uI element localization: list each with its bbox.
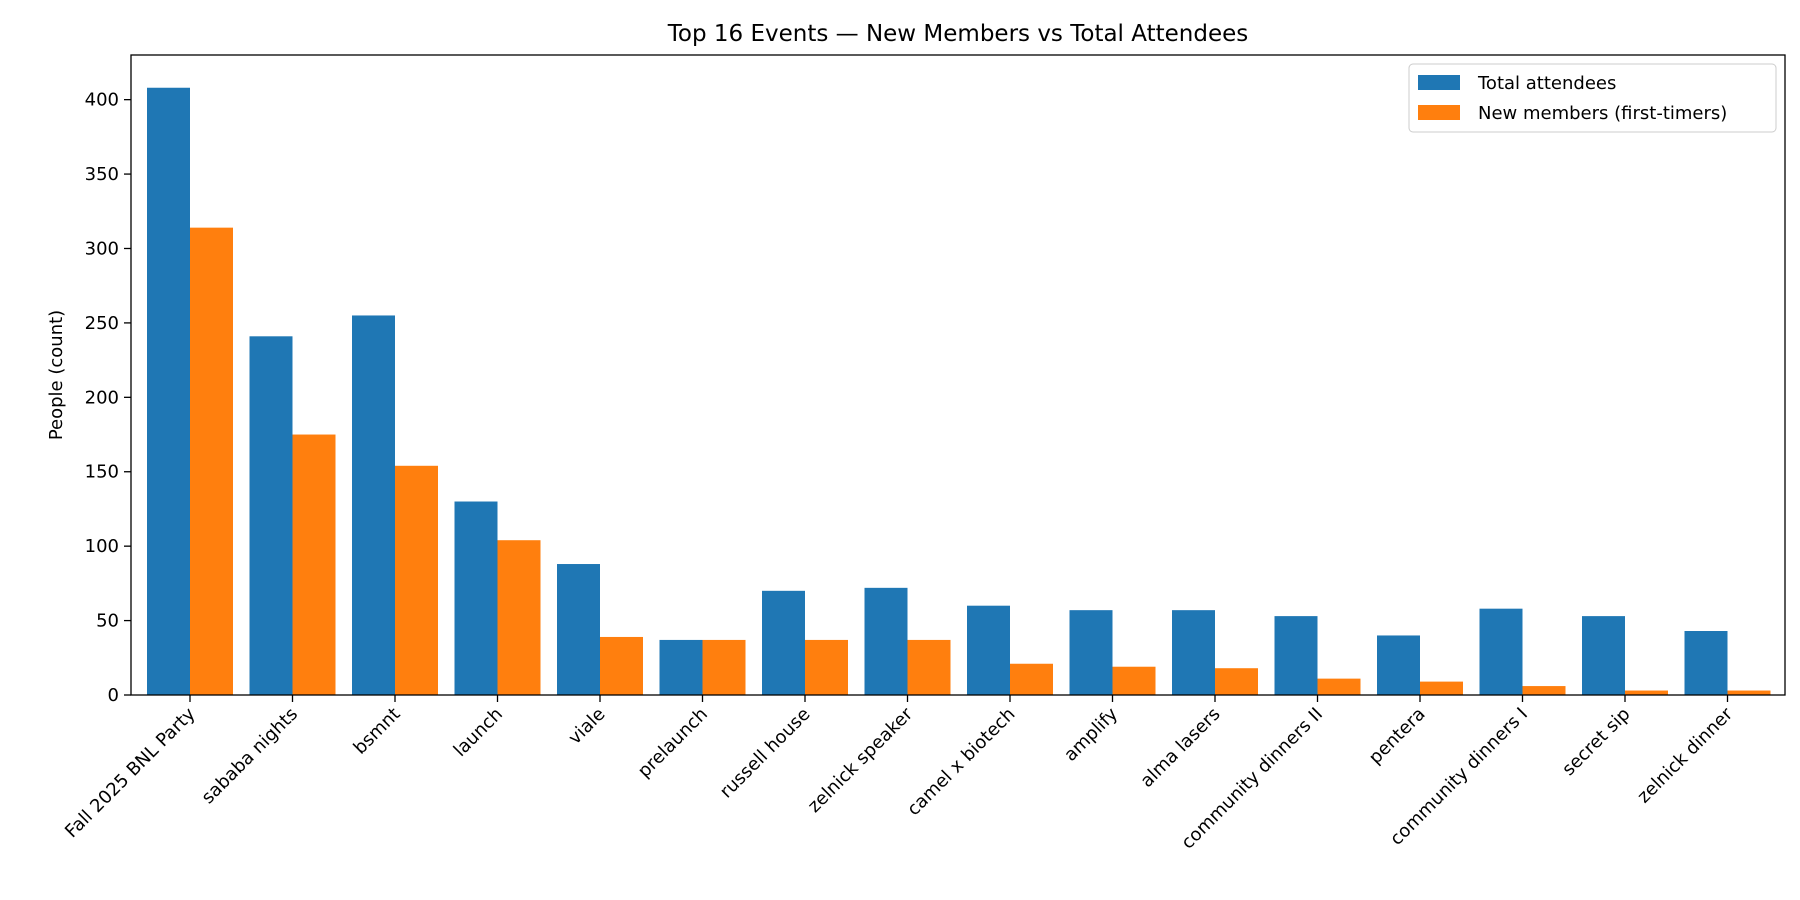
bar-new-members-first-timers-camel-x-biotech	[1010, 663, 1053, 695]
chart-title: Top 16 Events — New Members vs Total Att…	[667, 21, 1248, 47]
bar-new-members-first-timers-bsmnt	[395, 465, 438, 695]
bar-total-attendees-community-dinners-i	[1479, 608, 1523, 695]
bar-new-members-first-timers-amplify	[1112, 666, 1156, 695]
bar-new-members-first-timers-secret-sip	[1625, 690, 1668, 695]
y-tick-label-150: 150	[85, 462, 119, 483]
legend-label-total-attendees: Total attendees	[1477, 73, 1616, 94]
bar-new-members-first-timers-zelnick-speaker	[907, 639, 951, 695]
plot-frame	[130, 54, 1786, 696]
bar-total-attendees-alma-lasers	[1172, 610, 1215, 695]
bar-total-attendees-pentera	[1377, 635, 1420, 695]
legend-swatch-total-attendees	[1418, 75, 1460, 90]
legend: Total attendees New members (first-timer…	[1408, 63, 1777, 133]
bar-new-members-first-timers-pentera	[1420, 681, 1463, 695]
bar-new-members-first-timers-viale	[600, 636, 643, 695]
bar-new-members-first-timers-launch	[497, 540, 541, 695]
bar-total-attendees-fall-2025-bnl-party	[147, 87, 190, 695]
bar-new-members-first-timers-community-dinners-ii	[1317, 678, 1361, 695]
bar-new-members-first-timers-prelaunch	[702, 639, 746, 695]
bar-new-members-first-timers-community-dinners-i	[1522, 686, 1566, 695]
bar-total-attendees-amplify	[1069, 610, 1113, 695]
bar-total-attendees-zelnick-speaker	[864, 587, 908, 695]
bar-total-attendees-viale	[557, 564, 600, 695]
y-tick-label-350: 350	[85, 164, 119, 185]
y-tick-label-300: 300	[85, 238, 119, 259]
bar-total-attendees-launch	[454, 501, 498, 695]
y-axis-label: People (count)	[46, 310, 67, 440]
y-tick-label-200: 200	[85, 387, 119, 408]
bar-new-members-first-timers-russell-house	[805, 639, 848, 695]
bar-new-members-first-timers-zelnick-dinner	[1727, 690, 1771, 695]
bar-total-attendees-prelaunch	[659, 639, 703, 695]
y-tick-label-0: 0	[108, 685, 119, 706]
bar-total-attendees-russell-house	[762, 590, 805, 695]
bar-new-members-first-timers-alma-lasers	[1215, 668, 1258, 695]
y-tick-label-250: 250	[85, 313, 119, 334]
bar-new-members-first-timers-fall-2025-bnl-party	[190, 227, 233, 695]
bar-total-attendees-camel-x-biotech	[967, 605, 1010, 695]
bar-total-attendees-bsmnt	[352, 315, 395, 695]
legend-box	[1408, 63, 1777, 133]
bar-total-attendees-secret-sip	[1582, 616, 1625, 695]
bar-total-attendees-community-dinners-ii	[1274, 616, 1318, 695]
bar-total-attendees-sababa-nights	[249, 336, 293, 695]
bar-new-members-first-timers-sababa-nights	[292, 434, 336, 695]
y-tick-label-100: 100	[85, 536, 119, 557]
y-axis: 0 50 100 150 200 250 300 350 400	[85, 90, 131, 706]
bars	[147, 87, 1771, 695]
legend-swatch-new-members	[1418, 105, 1460, 120]
legend-label-new-members: New members (first-timers)	[1478, 103, 1727, 124]
y-tick-label-400: 400	[85, 90, 119, 111]
bar-total-attendees-zelnick-dinner	[1684, 631, 1728, 695]
y-tick-label-50: 50	[96, 611, 119, 632]
